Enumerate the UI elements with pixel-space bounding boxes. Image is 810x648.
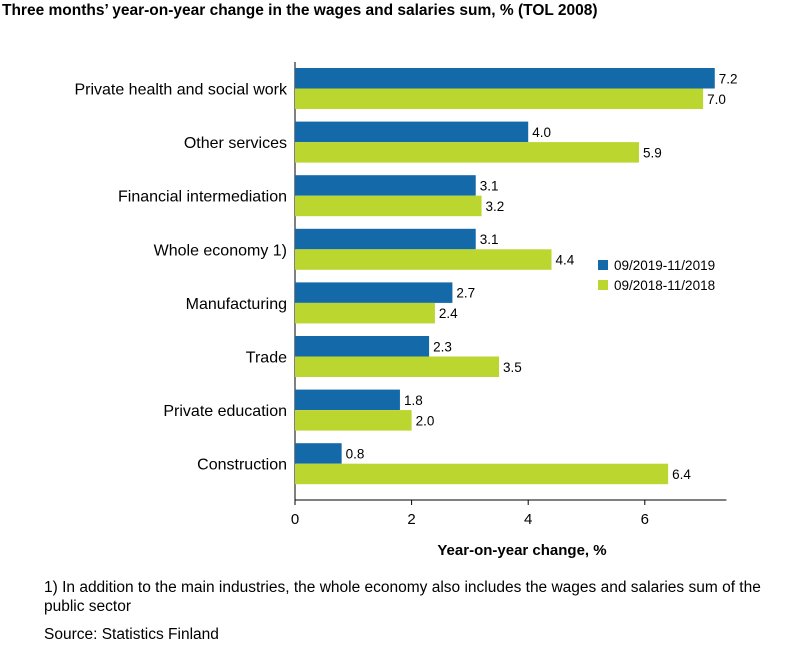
data-label: 2.7 — [456, 286, 475, 301]
category-label: Private health and social work — [74, 82, 288, 99]
bar-series1 — [295, 228, 476, 250]
bar-series1 — [295, 282, 453, 303]
data-label: 4.0 — [532, 125, 551, 140]
data-label: 5.9 — [643, 145, 662, 160]
data-label: 3.5 — [503, 360, 522, 375]
bar-series1 — [295, 443, 342, 464]
bar-series2 — [295, 249, 552, 270]
category-label: Whole economy 1) — [154, 242, 287, 259]
chart-title: Three months’ year-on-year change in the… — [2, 2, 598, 19]
x-tick-label: 6 — [641, 511, 649, 528]
x-tick-label: 0 — [291, 511, 299, 528]
legend-swatch-series1 — [598, 260, 608, 270]
legend-swatch-series2 — [598, 280, 608, 290]
category-label: Manufacturing — [186, 296, 287, 313]
x-tick-label: 2 — [407, 511, 415, 528]
bar-series2 — [295, 195, 482, 217]
data-label: 4.4 — [556, 253, 575, 268]
category-label: Construction — [197, 457, 287, 474]
bar-series1 — [295, 121, 529, 143]
legend-label: 09/2018-11/2018 — [614, 278, 715, 293]
category-label: Private education — [163, 403, 287, 420]
data-label: 6.4 — [672, 467, 691, 482]
bar-series2 — [295, 142, 639, 163]
source-note: Source: Statistics Finland — [44, 626, 219, 643]
category-label: Financial intermediation — [118, 189, 287, 206]
category-label: Trade — [246, 350, 287, 367]
data-label: 2.4 — [439, 306, 458, 321]
data-label: 1.8 — [404, 393, 423, 408]
data-label: 3.1 — [480, 232, 499, 247]
bar-series1 — [295, 175, 476, 196]
data-label: 7.2 — [719, 71, 738, 86]
bar-series2 — [295, 356, 500, 377]
data-label: 2.0 — [416, 413, 435, 428]
legend-label: 09/2019-11/2019 — [614, 258, 715, 273]
data-label: 0.8 — [346, 446, 365, 461]
bar-series2 — [295, 302, 435, 324]
x-axis-title: Year-on-year change, % — [437, 542, 606, 559]
bar-series1 — [295, 68, 715, 89]
x-tick-label: 4 — [524, 511, 532, 528]
data-label: 2.3 — [433, 339, 452, 354]
bar-series2 — [295, 463, 669, 485]
bar-series1 — [295, 389, 400, 411]
bar-series1 — [295, 336, 430, 357]
category-label: Other services — [184, 135, 287, 152]
bar-chart: Private health and social work 7.2 7.0 Othe… — [74, 62, 738, 559]
footnote: 1) In addition to the main industries, t… — [44, 579, 761, 615]
data-label: 3.2 — [486, 199, 505, 214]
data-label: 7.0 — [707, 92, 726, 107]
bar-series2 — [295, 410, 412, 431]
data-label: 3.1 — [480, 178, 499, 193]
bar-series2 — [295, 88, 704, 109]
